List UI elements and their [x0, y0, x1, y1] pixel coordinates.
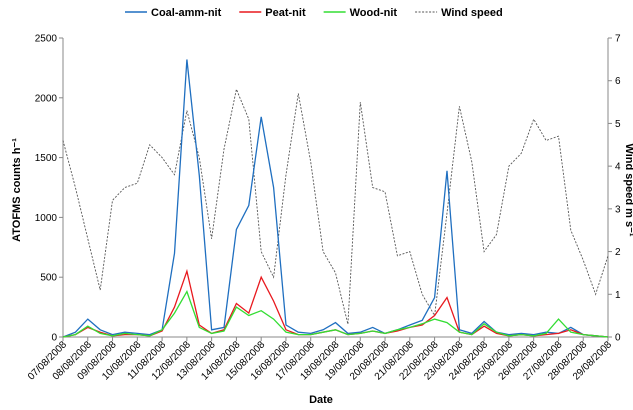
y2-tick-label: 3 [615, 204, 621, 215]
series-line [62, 59, 609, 338]
y2-axis-title: Wind speed m s⁻¹ [623, 143, 633, 236]
y2-tick-label: 1 [615, 290, 621, 301]
y2-tick-label: 5 [615, 119, 621, 130]
y2-tick-label: 2 [615, 247, 621, 258]
series-line [62, 87, 609, 325]
x-axis-title: Date [309, 394, 333, 406]
legend-label: Peat-nit [265, 7, 306, 19]
series-line [62, 290, 609, 338]
y-tick-label: 2000 [35, 93, 58, 104]
y2-tick-label: 0 [615, 333, 621, 344]
y-tick-label: 2500 [35, 34, 58, 45]
legend-label: Wind speed [441, 7, 503, 19]
legend-label: Coal-amm-nit [151, 7, 222, 19]
y-axis-title: ATOFMS counts h⁻¹ [11, 138, 23, 242]
series-line [62, 268, 609, 338]
y-tick-label: 1500 [35, 153, 58, 164]
legend-label: Wood-nit [350, 7, 398, 19]
y-tick-label: 500 [40, 273, 57, 284]
y-tick-label: 0 [51, 333, 57, 344]
y2-tick-label: 7 [615, 34, 621, 45]
y-tick-label: 1000 [35, 213, 58, 224]
y2-tick-label: 6 [615, 76, 621, 87]
y2-tick-label: 4 [615, 162, 621, 173]
